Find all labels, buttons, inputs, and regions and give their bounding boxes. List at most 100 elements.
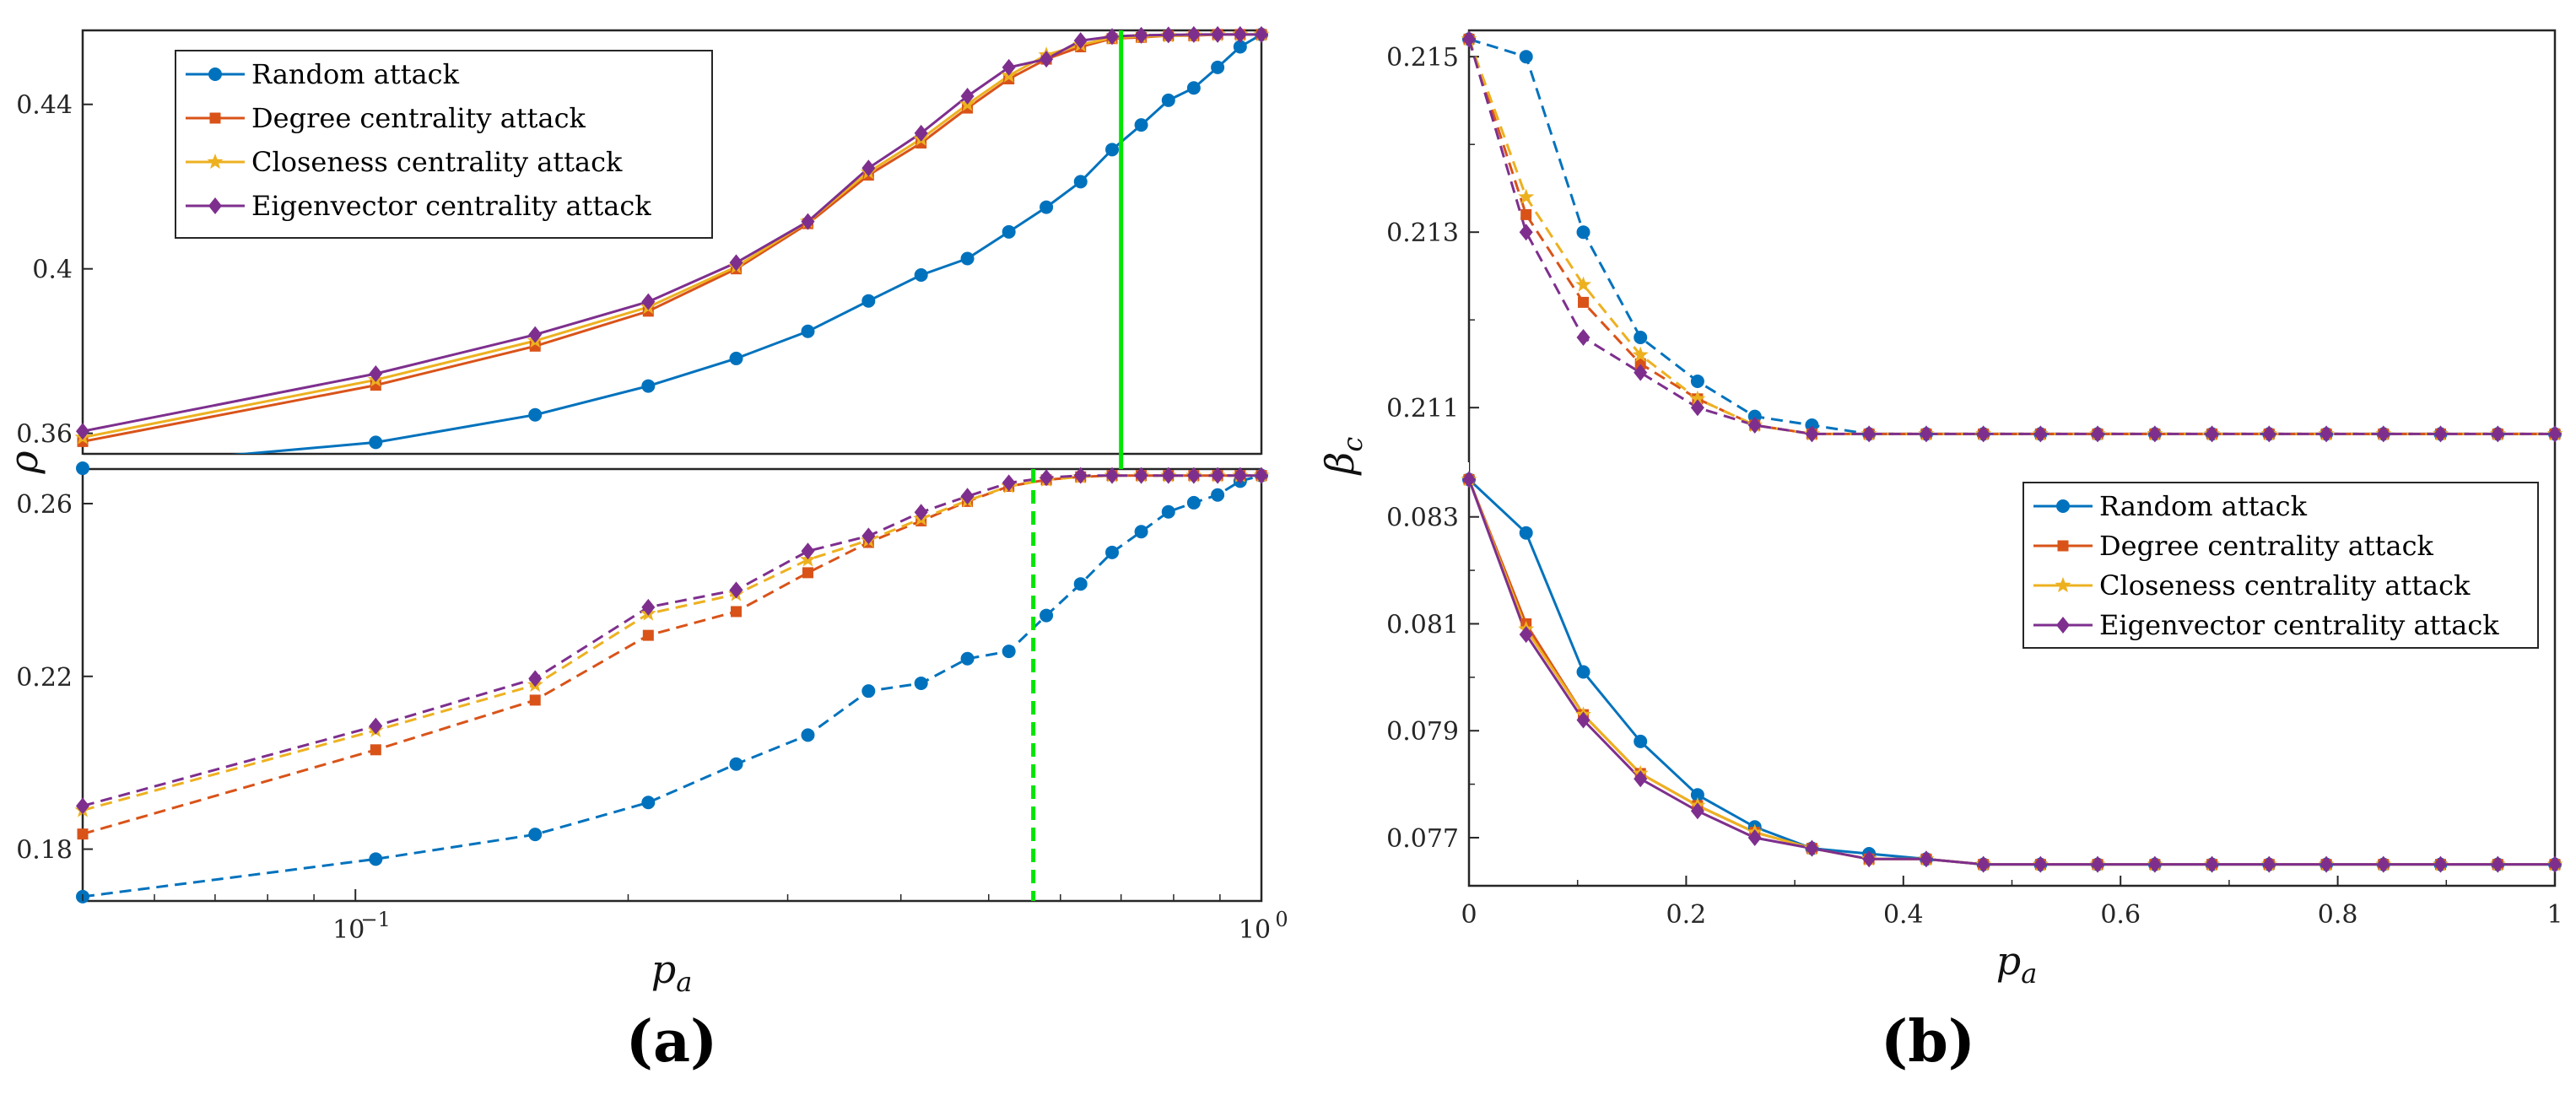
a-bottom-point-eigenvector xyxy=(641,598,656,616)
a-bottom-point-eigenvector xyxy=(528,670,543,688)
a-top-point-random xyxy=(801,324,815,338)
a-bottom-point-eigenvector xyxy=(369,717,383,735)
a-legend-marker-degree xyxy=(209,112,221,124)
panel-a-xlabel: pa xyxy=(651,947,693,998)
a-bottom-point-random xyxy=(729,757,743,771)
b-legend-label-degree: Degree centrality attack xyxy=(2099,530,2434,562)
b-legend-box xyxy=(2022,482,2539,649)
a-top-point-random xyxy=(1161,93,1175,107)
a-bottom-point-eigenvector xyxy=(1073,467,1088,484)
b-top-point-eigenvector xyxy=(1634,364,1648,381)
b-top-point-eigenvector xyxy=(1747,417,1762,434)
a-top-ytick-label: 0.4 xyxy=(32,256,73,285)
b-top-point-eigenvector xyxy=(2376,425,2390,443)
panel-b-xlabel: pa xyxy=(1996,938,2038,990)
b-top-point-degree xyxy=(1520,208,1532,220)
b-top-series-group xyxy=(1469,37,2555,435)
a-bottom-line-degree xyxy=(83,474,1261,836)
panel-a-xlabel-main: p xyxy=(651,947,676,992)
b-bottom-series-group xyxy=(1469,478,2555,866)
a-xtick-exponent: −1 xyxy=(361,908,391,931)
panel-b: 0.211 0.213 0.215 0.077 0.079 0.081 0.083 0 0.2 0… xyxy=(1317,29,2563,1076)
a-top-point-random xyxy=(729,351,743,365)
b-top-ytick-label: 0.211 xyxy=(1386,394,1459,423)
b-top-line-random xyxy=(1469,37,2555,435)
b-top-point-eigenvector xyxy=(1919,425,1933,443)
panel-b-ylabel-main: β xyxy=(1317,452,1363,477)
a-bottom-point-degree xyxy=(642,629,654,641)
a-xtick-exponent: 0 xyxy=(1275,908,1288,931)
a-top-point-eigenvector xyxy=(528,326,543,343)
a-legend-marker-eigenvector xyxy=(208,197,222,214)
a-bottom-point-eigenvector xyxy=(801,542,815,560)
b-bottom-ytick-label: 0.079 xyxy=(1386,717,1459,747)
b-bottom-point-random xyxy=(1634,734,1648,748)
a-legend-marker-closeness xyxy=(207,154,224,170)
b-top-point-eigenvector xyxy=(1690,399,1704,417)
a-bottom-point-eigenvector xyxy=(1002,474,1016,492)
panel-b-axis-break xyxy=(1466,462,1469,476)
b-xtick-label: 0.2 xyxy=(1666,900,1707,930)
a-bottom-ytick-label: 0.22 xyxy=(16,663,73,693)
a-top-point-random xyxy=(960,251,975,266)
a-legend-label-closeness: Closeness centrality attack xyxy=(251,146,623,178)
a-bottom-point-eigenvector xyxy=(1255,467,1268,484)
b-top-point-eigenvector xyxy=(1519,224,1533,241)
b-top-ytick-label: 0.213 xyxy=(1386,218,1459,248)
a-bottom-point-random xyxy=(1040,608,1054,623)
b-bottom-point-eigenvector xyxy=(1976,855,1990,873)
a-top-point-eigenvector xyxy=(861,159,876,177)
a-legend-marker-random xyxy=(208,67,222,81)
a-legend-label-random: Random attack xyxy=(251,58,460,90)
b-legend-label-eigenvector: Eigenvector centrality attack xyxy=(2099,609,2499,641)
b-top-point-eigenvector xyxy=(2262,425,2276,443)
a-bottom-point-degree xyxy=(731,606,743,618)
a-bottom-point-eigenvector xyxy=(1233,467,1247,484)
a-bottom-point-random xyxy=(861,684,876,699)
b-top-point-eigenvector xyxy=(2091,425,2105,443)
a-top-point-eigenvector xyxy=(1073,32,1088,50)
b-top-point-eigenvector xyxy=(1805,425,1819,443)
a-bottom-line-random xyxy=(83,474,1261,898)
b-top-point-random xyxy=(1690,375,1704,388)
b-top-point-eigenvector xyxy=(1862,425,1877,443)
a-top-point-eigenvector xyxy=(369,364,383,382)
a-bottom-series-group xyxy=(83,474,1261,898)
a-top-point-eigenvector xyxy=(1255,25,1268,43)
a-legend-label-eigenvector: Eigenvector centrality attack xyxy=(251,190,651,222)
panel-b-xlabel-sub: a xyxy=(2021,957,2037,990)
a-top-point-eigenvector xyxy=(1186,25,1201,43)
panel-b-ylabel-sub: c xyxy=(1337,437,1369,452)
a-bottom-line-eigenvector xyxy=(83,474,1261,807)
b-bottom-point-eigenvector xyxy=(2205,855,2219,873)
a-top-point-eigenvector xyxy=(729,254,743,272)
b-bottom-point-eigenvector xyxy=(2033,855,2048,873)
a-xtick-label: 10 xyxy=(332,915,365,945)
b-bottom-point-eigenvector xyxy=(1690,802,1704,820)
a-top-point-random xyxy=(1105,143,1120,157)
a-bottom-point-random xyxy=(369,852,383,866)
a-top-point-eigenvector xyxy=(1161,26,1175,44)
panel-b-xlabel-main: p xyxy=(1996,938,2021,984)
a-top-point-random xyxy=(861,294,876,308)
b-bottom-point-eigenvector xyxy=(2376,855,2390,873)
a-top-point-random xyxy=(914,267,928,282)
a-top-point-random xyxy=(1211,60,1225,74)
a-top-point-eigenvector xyxy=(801,213,815,230)
b-top-point-random xyxy=(1519,50,1533,64)
a-bottom-point-random xyxy=(914,676,928,690)
b-legend-label-closeness: Closeness centrality attack xyxy=(2099,569,2471,601)
a-legend-label-degree: Degree centrality attack xyxy=(251,102,586,134)
a-top-point-eigenvector xyxy=(1105,28,1120,46)
a-bottom-point-degree xyxy=(529,694,541,706)
b-bottom-point-eigenvector xyxy=(1576,711,1590,729)
b-bottom-point-eigenvector xyxy=(2147,855,2162,873)
b-top-point-degree xyxy=(1578,296,1590,308)
a-top-point-random xyxy=(369,435,383,450)
panel-b-label: (b) xyxy=(1881,1008,1975,1076)
a-top-point-random xyxy=(641,379,656,393)
panel-b-ylabel: βc xyxy=(1317,437,1369,477)
a-bottom-point-random xyxy=(1105,545,1120,559)
a-top-point-eigenvector xyxy=(1233,25,1247,43)
